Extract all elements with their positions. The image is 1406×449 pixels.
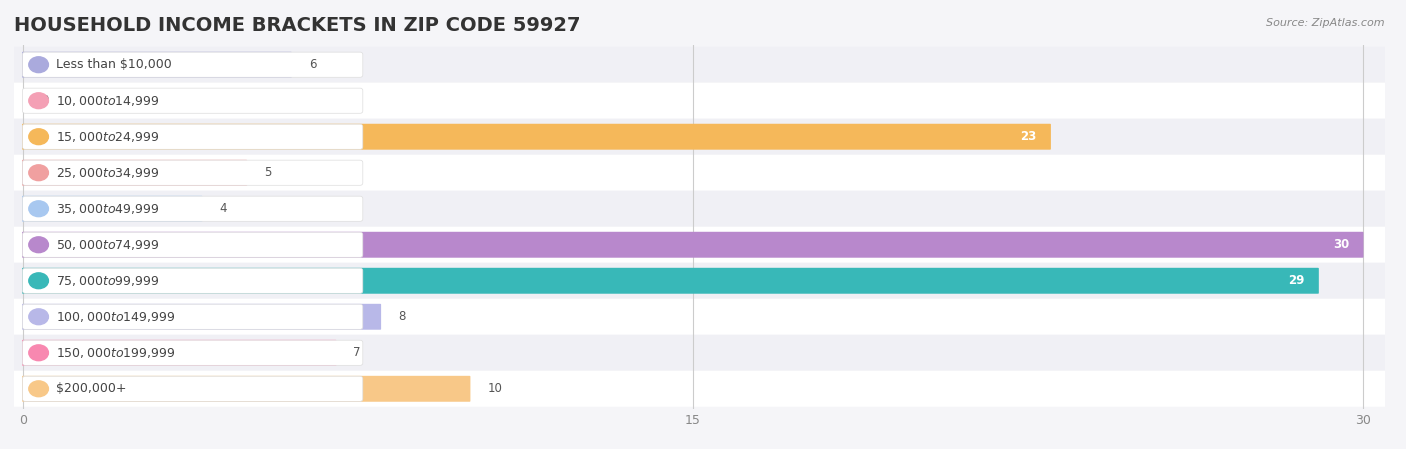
FancyBboxPatch shape xyxy=(22,304,381,330)
Text: Less than $10,000: Less than $10,000 xyxy=(56,58,172,71)
Text: $200,000+: $200,000+ xyxy=(56,382,127,395)
Text: $15,000 to $24,999: $15,000 to $24,999 xyxy=(56,130,160,144)
Circle shape xyxy=(28,273,48,289)
FancyBboxPatch shape xyxy=(22,232,363,257)
FancyBboxPatch shape xyxy=(22,232,1364,258)
FancyBboxPatch shape xyxy=(22,160,247,186)
Text: 29: 29 xyxy=(1288,274,1305,287)
FancyBboxPatch shape xyxy=(22,376,363,401)
FancyBboxPatch shape xyxy=(22,52,292,78)
Text: 5: 5 xyxy=(264,166,271,179)
Text: $35,000 to $49,999: $35,000 to $49,999 xyxy=(56,202,160,216)
Text: $50,000 to $74,999: $50,000 to $74,999 xyxy=(56,238,160,252)
FancyBboxPatch shape xyxy=(22,268,363,293)
FancyBboxPatch shape xyxy=(0,47,1406,83)
FancyBboxPatch shape xyxy=(0,299,1406,335)
Text: 0: 0 xyxy=(41,94,48,107)
FancyBboxPatch shape xyxy=(0,335,1406,371)
FancyBboxPatch shape xyxy=(0,371,1406,407)
Text: Source: ZipAtlas.com: Source: ZipAtlas.com xyxy=(1267,18,1385,28)
Circle shape xyxy=(28,381,48,397)
FancyBboxPatch shape xyxy=(22,124,1050,150)
FancyBboxPatch shape xyxy=(0,155,1406,191)
FancyBboxPatch shape xyxy=(22,196,202,222)
FancyBboxPatch shape xyxy=(22,340,363,365)
Circle shape xyxy=(28,201,48,217)
FancyBboxPatch shape xyxy=(0,119,1406,155)
FancyBboxPatch shape xyxy=(0,191,1406,227)
Text: $10,000 to $14,999: $10,000 to $14,999 xyxy=(56,94,160,108)
FancyBboxPatch shape xyxy=(22,340,336,366)
Text: $100,000 to $149,999: $100,000 to $149,999 xyxy=(56,310,176,324)
FancyBboxPatch shape xyxy=(0,83,1406,119)
FancyBboxPatch shape xyxy=(22,88,363,113)
Circle shape xyxy=(28,309,48,325)
FancyBboxPatch shape xyxy=(0,227,1406,263)
Circle shape xyxy=(28,57,48,73)
Text: 7: 7 xyxy=(353,346,361,359)
Circle shape xyxy=(28,165,48,180)
FancyBboxPatch shape xyxy=(22,52,363,77)
Text: 4: 4 xyxy=(219,202,226,215)
Text: 8: 8 xyxy=(398,310,405,323)
Text: HOUSEHOLD INCOME BRACKETS IN ZIP CODE 59927: HOUSEHOLD INCOME BRACKETS IN ZIP CODE 59… xyxy=(14,16,581,35)
FancyBboxPatch shape xyxy=(22,124,363,149)
Circle shape xyxy=(28,237,48,253)
FancyBboxPatch shape xyxy=(0,263,1406,299)
Text: 6: 6 xyxy=(309,58,316,71)
FancyBboxPatch shape xyxy=(22,196,363,221)
FancyBboxPatch shape xyxy=(22,304,363,329)
FancyBboxPatch shape xyxy=(22,160,363,185)
Text: $25,000 to $34,999: $25,000 to $34,999 xyxy=(56,166,160,180)
FancyBboxPatch shape xyxy=(22,376,471,402)
Text: 23: 23 xyxy=(1021,130,1036,143)
Text: $150,000 to $199,999: $150,000 to $199,999 xyxy=(56,346,176,360)
Circle shape xyxy=(28,129,48,145)
FancyBboxPatch shape xyxy=(22,268,1319,294)
Text: 10: 10 xyxy=(488,382,502,395)
Circle shape xyxy=(28,93,48,109)
Circle shape xyxy=(28,345,48,361)
Text: 30: 30 xyxy=(1333,238,1350,251)
Text: $75,000 to $99,999: $75,000 to $99,999 xyxy=(56,274,160,288)
